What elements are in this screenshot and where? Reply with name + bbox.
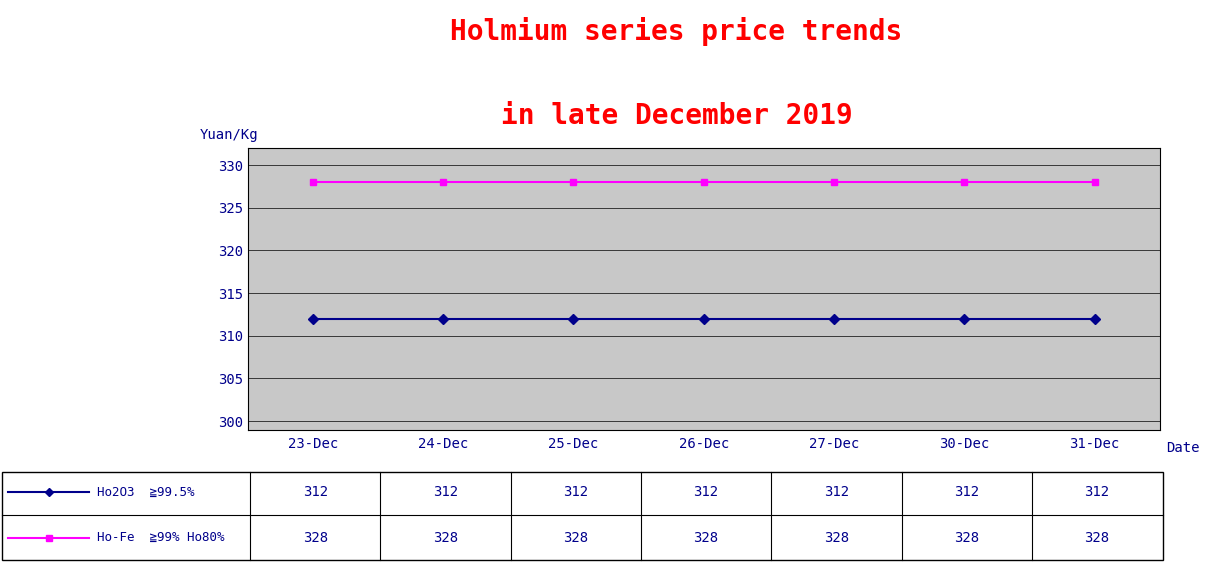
Ho2O3  ≧99.5% [957,315,971,322]
Ho-Fe  ≧99% Ho80% [826,179,841,185]
Text: Yuan/Kg: Yuan/Kg [199,128,259,142]
Ho2O3  ≧99.5% [306,315,320,322]
Ho2O3  ≧99.5% [567,315,581,322]
Text: in late December 2019: in late December 2019 [500,102,853,130]
Text: 312: 312 [954,485,980,499]
Ho2O3  ≧99.5% [696,315,710,322]
Text: 312: 312 [1085,485,1109,499]
Ho2O3  ≧99.5% [826,315,841,322]
Text: 312: 312 [693,485,719,499]
Text: 312: 312 [563,485,588,499]
Text: Ho-Fe  ≧99% Ho80%: Ho-Fe ≧99% Ho80% [97,531,223,544]
Ho2O3  ≧99.5% [1087,315,1102,322]
Ho-Fe  ≧99% Ho80% [567,179,581,185]
Text: Date: Date [1166,441,1200,455]
Text: 328: 328 [824,531,849,545]
Line: Ho-Fe  ≧99% Ho80%: Ho-Fe ≧99% Ho80% [309,179,1098,185]
Text: 328: 328 [1085,531,1109,545]
Text: 312: 312 [303,485,327,499]
Ho-Fe  ≧99% Ho80% [957,179,971,185]
Text: 328: 328 [303,531,327,545]
Ho-Fe  ≧99% Ho80% [696,179,710,185]
Text: 328: 328 [563,531,588,545]
Text: Ho2O3  ≧99.5%: Ho2O3 ≧99.5% [97,486,194,498]
Text: 328: 328 [693,531,719,545]
Line: Ho2O3  ≧99.5%: Ho2O3 ≧99.5% [309,315,1098,322]
Bar [2,472,1163,560]
Text: Holmium series price trends: Holmium series price trends [451,17,902,46]
Ho2O3  ≧99.5% [436,315,451,322]
Ho-Fe  ≧99% Ho80% [306,179,320,185]
Ho-Fe  ≧99% Ho80% [436,179,451,185]
Text: 328: 328 [432,531,458,545]
Text: 312: 312 [432,485,458,499]
Text: 312: 312 [824,485,849,499]
Ho-Fe  ≧99% Ho80% [1087,179,1102,185]
Text: 328: 328 [954,531,980,545]
